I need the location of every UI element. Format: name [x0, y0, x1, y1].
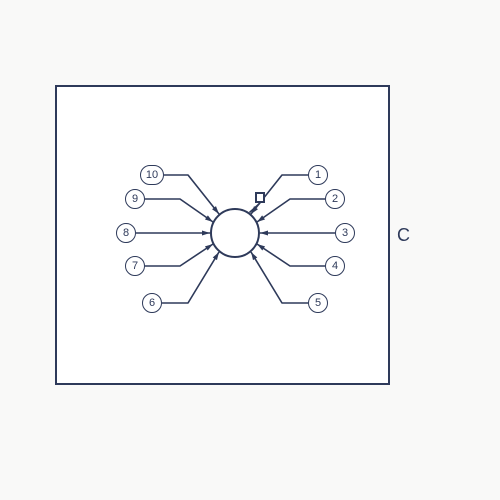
node-3: 3	[335, 223, 355, 243]
node-4: 4	[325, 256, 345, 276]
diagram-canvas: 1 2 3 4 5 6 7 8 9 10 C	[0, 0, 500, 500]
node-6: 6	[142, 293, 162, 313]
node-5: 5	[308, 293, 328, 313]
node-2: 2	[325, 189, 345, 209]
node-1: 1	[308, 165, 328, 185]
node-7: 7	[125, 256, 145, 276]
node-10: 10	[140, 165, 164, 185]
hub-circle	[210, 208, 260, 258]
hub-tab	[255, 192, 265, 203]
external-label: C	[397, 225, 410, 246]
node-9: 9	[125, 189, 145, 209]
node-8: 8	[116, 223, 136, 243]
